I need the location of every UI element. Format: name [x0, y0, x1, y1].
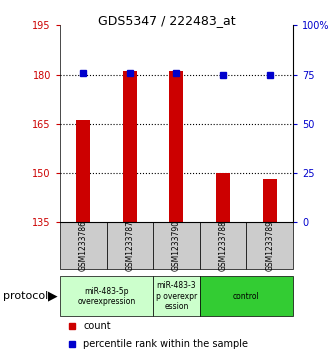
Bar [123, 71, 137, 222]
Bar [169, 71, 183, 222]
Text: percentile rank within the sample: percentile rank within the sample [83, 339, 248, 349]
FancyBboxPatch shape [246, 222, 293, 269]
FancyBboxPatch shape [107, 222, 153, 269]
Text: protocol: protocol [3, 291, 49, 301]
Text: GSM1233786: GSM1233786 [79, 220, 88, 271]
Text: miR-483-3
p overexpr
ession: miR-483-3 p overexpr ession [156, 281, 197, 311]
Text: GSM1233788: GSM1233788 [218, 220, 228, 271]
Text: GSM1233790: GSM1233790 [172, 220, 181, 271]
FancyBboxPatch shape [60, 222, 107, 269]
FancyBboxPatch shape [200, 222, 246, 269]
FancyBboxPatch shape [153, 222, 200, 269]
Bar [76, 121, 90, 222]
Text: GSM1233789: GSM1233789 [265, 220, 274, 271]
FancyBboxPatch shape [153, 276, 200, 317]
Text: control: control [233, 292, 260, 301]
Text: miR-483-5p
overexpression: miR-483-5p overexpression [78, 287, 136, 306]
Text: count: count [83, 321, 111, 331]
FancyBboxPatch shape [200, 276, 293, 317]
Bar [216, 173, 230, 222]
FancyBboxPatch shape [60, 276, 153, 317]
Text: GDS5347 / 222483_at: GDS5347 / 222483_at [98, 15, 235, 28]
Text: ▶: ▶ [48, 289, 58, 302]
Text: GSM1233787: GSM1233787 [125, 220, 135, 271]
Bar [263, 179, 277, 222]
